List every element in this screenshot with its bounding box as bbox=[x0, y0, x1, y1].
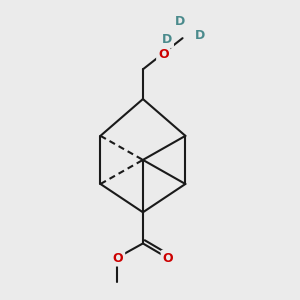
Text: O: O bbox=[163, 252, 173, 265]
Text: O: O bbox=[158, 48, 169, 61]
Text: D: D bbox=[162, 33, 172, 46]
Text: O: O bbox=[113, 252, 123, 265]
Text: D: D bbox=[175, 15, 185, 28]
Text: D: D bbox=[194, 29, 205, 42]
